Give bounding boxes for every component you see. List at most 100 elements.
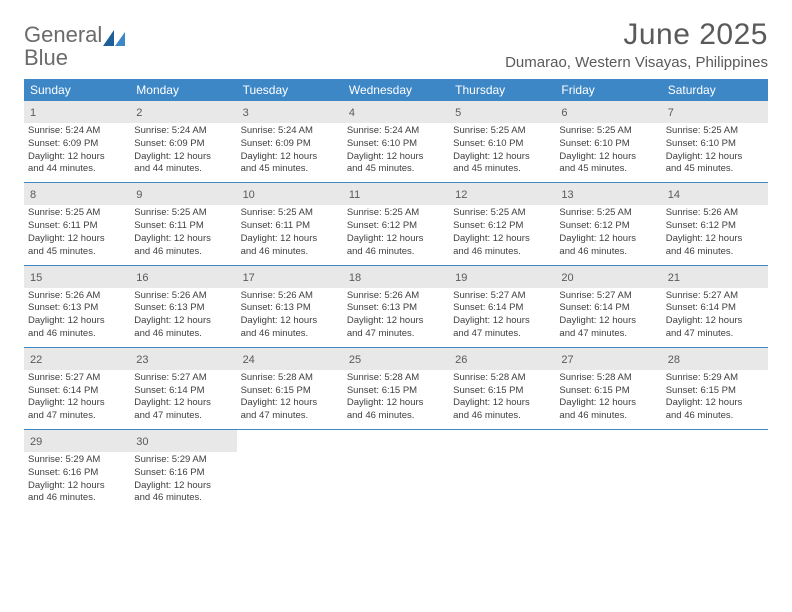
day-number: 30 [136, 436, 148, 448]
calendar-day: 25Sunrise: 5:28 AMSunset: 6:15 PMDayligh… [343, 348, 449, 429]
calendar-day: 8Sunrise: 5:25 AMSunset: 6:11 PMDaylight… [24, 183, 130, 264]
day-detail: and 46 minutes. [241, 328, 339, 341]
day-detail: Daylight: 12 hours [453, 151, 551, 164]
day-number-bar: 25 [343, 348, 449, 370]
day-detail: Sunset: 6:15 PM [453, 385, 551, 398]
day-number-bar: 10 [237, 183, 343, 205]
day-detail: and 45 minutes. [666, 163, 764, 176]
day-detail: Sunrise: 5:26 AM [134, 290, 232, 303]
day-number-bar: 17 [237, 266, 343, 288]
day-detail: Sunset: 6:15 PM [559, 385, 657, 398]
day-detail: Sunrise: 5:24 AM [347, 125, 445, 138]
day-number: 4 [349, 107, 355, 119]
logo: General Blue [24, 24, 125, 70]
calendar-day: 20 Sunrise: 5:27 AMSunset: 6:14 PMDayligh… [555, 266, 661, 347]
day-detail: Sunrise: 5:29 AM [666, 372, 764, 385]
day-detail: and 45 minutes. [559, 163, 657, 176]
day-detail: Sunrise: 5:28 AM [559, 372, 657, 385]
day-detail: Sunset: 6:11 PM [241, 220, 339, 233]
day-detail: and 46 minutes. [241, 246, 339, 259]
day-detail: and 46 minutes. [28, 328, 126, 341]
calendar-week: 15Sunrise: 5:26 AMSunset: 6:13 PMDayligh… [24, 266, 768, 348]
day-detail: and 46 minutes. [347, 410, 445, 423]
day-detail: Daylight: 12 hours [453, 233, 551, 246]
calendar-day: 21Sunrise: 5:27 AMSunset: 6:14 PMDayligh… [662, 266, 768, 347]
day-number-bar: 15 [24, 266, 130, 288]
calendar-day: 13Sunrise: 5:25 AMSunset: 6:12 PMDayligh… [555, 183, 661, 264]
day-number: 25 [349, 354, 361, 366]
day-detail: Daylight: 12 hours [241, 397, 339, 410]
day-detail: Daylight: 12 hours [134, 315, 232, 328]
day-number: 18 [349, 272, 361, 284]
day-detail: Daylight: 12 hours [28, 480, 126, 493]
day-detail: Sunset: 6:14 PM [559, 302, 657, 315]
day-detail: Sunset: 6:12 PM [347, 220, 445, 233]
day-detail: Sunrise: 5:27 AM [559, 290, 657, 303]
day-detail: Sunrise: 5:27 AM [134, 372, 232, 385]
day-number: 27 [561, 354, 573, 366]
day-detail: Sunset: 6:15 PM [666, 385, 764, 398]
day-detail: and 46 minutes. [347, 246, 445, 259]
logo-word1: General [24, 22, 102, 47]
day-detail: and 46 minutes. [559, 246, 657, 259]
day-number-bar: 23 [130, 348, 236, 370]
day-detail: and 47 minutes. [28, 410, 126, 423]
day-detail: Sunrise: 5:27 AM [666, 290, 764, 303]
day-detail: and 46 minutes. [453, 410, 551, 423]
day-number-bar: 6 [555, 101, 661, 123]
calendar-day: 11Sunrise: 5:25 AMSunset: 6:12 PMDayligh… [343, 183, 449, 264]
day-detail: and 47 minutes. [666, 328, 764, 341]
day-detail: Sunset: 6:12 PM [666, 220, 764, 233]
day-number: 21 [668, 272, 680, 284]
day-number-bar: 20 [555, 266, 661, 288]
calendar-week: 22Sunrise: 5:27 AMSunset: 6:14 PMDayligh… [24, 348, 768, 430]
calendar-day: 18Sunrise: 5:26 AMSunset: 6:13 PMDayligh… [343, 266, 449, 347]
day-detail: Sunrise: 5:25 AM [28, 207, 126, 220]
day-detail: Sunrise: 5:29 AM [134, 454, 232, 467]
day-detail: Daylight: 12 hours [28, 315, 126, 328]
day-number-bar: 26 [449, 348, 555, 370]
day-detail: Sunset: 6:13 PM [347, 302, 445, 315]
day-number: 19 [455, 272, 467, 284]
calendar-week: 29Sunrise: 5:29 AMSunset: 6:16 PMDayligh… [24, 430, 768, 511]
day-detail: Sunset: 6:13 PM [134, 302, 232, 315]
day-detail: Sunset: 6:16 PM [28, 467, 126, 480]
day-number-bar: 18 [343, 266, 449, 288]
day-detail: Daylight: 12 hours [559, 233, 657, 246]
day-detail: Sunset: 6:09 PM [241, 138, 339, 151]
day-detail: and 46 minutes. [28, 492, 126, 505]
day-number: 7 [668, 107, 674, 119]
logo-word2: Blue [24, 45, 68, 70]
day-detail: Sunrise: 5:24 AM [134, 125, 232, 138]
day-detail: Daylight: 12 hours [28, 397, 126, 410]
day-detail: Sunrise: 5:26 AM [28, 290, 126, 303]
day-detail: and 47 minutes. [134, 410, 232, 423]
day-number-bar: 12 [449, 183, 555, 205]
calendar-day: 10Sunrise: 5:25 AMSunset: 6:11 PMDayligh… [237, 183, 343, 264]
day-detail: and 44 minutes. [28, 163, 126, 176]
day-number: 17 [243, 272, 255, 284]
day-detail: Daylight: 12 hours [559, 315, 657, 328]
day-number-bar: 11 [343, 183, 449, 205]
day-detail: Daylight: 12 hours [241, 151, 339, 164]
calendar-week: 1Sunrise: 5:24 AMSunset: 6:09 PMDaylight… [24, 101, 768, 183]
day-detail: Sunset: 6:10 PM [347, 138, 445, 151]
day-detail: and 44 minutes. [134, 163, 232, 176]
day-detail: and 46 minutes. [134, 328, 232, 341]
calendar-day: 26Sunrise: 5:28 AMSunset: 6:15 PMDayligh… [449, 348, 555, 429]
month-title: June 2025 [505, 18, 768, 52]
day-number-bar: 22 [24, 348, 130, 370]
day-detail: Sunset: 6:14 PM [28, 385, 126, 398]
day-detail: Sunrise: 5:25 AM [666, 125, 764, 138]
calendar-day [237, 430, 343, 511]
day-detail: Sunrise: 5:27 AM [28, 372, 126, 385]
day-detail: and 47 minutes. [347, 328, 445, 341]
day-detail: Daylight: 12 hours [241, 233, 339, 246]
calendar-day [555, 430, 661, 511]
day-number: 12 [455, 189, 467, 201]
location-text: Dumarao, Western Visayas, Philippines [505, 54, 768, 71]
calendar-day: 3Sunrise: 5:24 AMSunset: 6:09 PMDaylight… [237, 101, 343, 182]
day-detail: Sunrise: 5:27 AM [453, 290, 551, 303]
calendar-day [343, 430, 449, 511]
day-detail: and 46 minutes. [134, 246, 232, 259]
